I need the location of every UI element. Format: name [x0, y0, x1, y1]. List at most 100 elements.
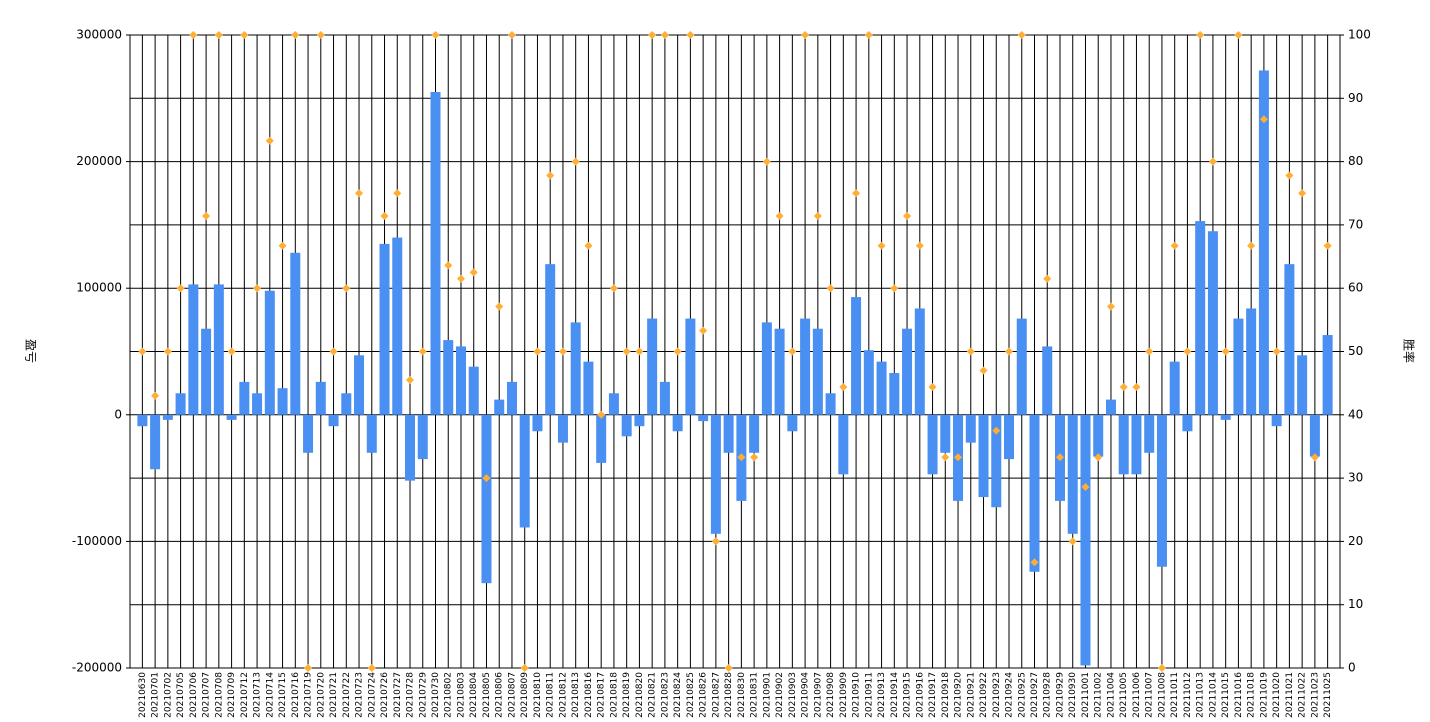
bar — [1309, 414, 1320, 457]
bar — [213, 284, 224, 415]
bar — [175, 393, 186, 415]
point — [1068, 537, 1077, 546]
x-tick-label: 20210721 — [329, 672, 339, 718]
point — [660, 31, 669, 39]
bar — [800, 318, 811, 415]
bar — [902, 328, 913, 415]
point — [163, 347, 172, 356]
bar — [481, 414, 492, 584]
point — [762, 157, 771, 166]
bar — [379, 243, 390, 415]
y2-tick-label: 90 — [1348, 91, 1363, 105]
point — [533, 347, 542, 356]
bar — [264, 290, 275, 415]
bar — [1105, 399, 1116, 415]
x-tick-label: 20210714 — [265, 672, 275, 718]
point — [750, 453, 759, 462]
point — [941, 453, 950, 462]
point — [852, 189, 861, 198]
point — [1183, 347, 1192, 356]
point — [1055, 453, 1064, 462]
x-tick-label: 20210921 — [966, 672, 976, 718]
y2-tick-label: 20 — [1348, 534, 1363, 548]
point — [711, 537, 720, 546]
bar — [698, 414, 709, 422]
x-tick-label: 20211013 — [1196, 672, 1206, 718]
x-tick-label: 20211021 — [1285, 672, 1295, 718]
x-tick-label: 20211006 — [1132, 672, 1142, 718]
point — [724, 664, 733, 672]
point — [304, 664, 313, 672]
x-tick-label: 20210819 — [622, 672, 632, 718]
bar — [1080, 414, 1091, 666]
point — [558, 347, 567, 356]
x-tick-label: 20210723 — [355, 672, 365, 718]
bar — [455, 346, 466, 415]
point — [151, 391, 160, 400]
point — [291, 31, 300, 39]
x-tick-label: 20210707 — [202, 672, 212, 718]
point — [788, 347, 797, 356]
point — [1005, 347, 1014, 356]
x-tick-label: 20210818 — [609, 672, 619, 718]
y-axis-label: 盈亏 — [24, 339, 38, 363]
y2-tick-label: 10 — [1348, 597, 1363, 611]
point — [265, 136, 274, 145]
point — [826, 284, 835, 293]
y2-tick-label: 40 — [1348, 407, 1363, 421]
point — [813, 212, 822, 221]
bar — [723, 414, 734, 453]
point — [189, 31, 198, 39]
x-tick-label: 20211016 — [1234, 672, 1244, 718]
x-tick-label: 20210917 — [928, 672, 938, 718]
x-tick-label: 20210706 — [189, 672, 199, 718]
x-tick-label: 20210909 — [839, 672, 849, 718]
point — [469, 268, 478, 277]
y2-tick-label: 0 — [1348, 661, 1356, 675]
y2-tick-label: 80 — [1348, 154, 1363, 168]
bar — [1284, 264, 1295, 415]
x-tick-label: 20210813 — [571, 672, 581, 718]
x-tick-label: 20210715 — [278, 672, 288, 718]
point — [1017, 31, 1026, 39]
x-tick-label: 20211004 — [1106, 672, 1116, 718]
point — [775, 212, 784, 221]
bar — [978, 414, 989, 498]
bar — [239, 381, 250, 415]
point — [954, 453, 963, 462]
point — [839, 382, 848, 391]
x-tick-label: 20210929 — [1055, 672, 1065, 718]
x-tick-label: 20210923 — [992, 672, 1002, 718]
bar — [1322, 335, 1333, 415]
point — [138, 347, 147, 356]
y2-axis-label: 胜率 — [1402, 339, 1417, 363]
x-tick-label: 20210724 — [367, 672, 377, 718]
point — [418, 347, 427, 356]
bar — [672, 414, 683, 432]
bar — [1182, 414, 1193, 432]
x-tick-label: 20210828 — [724, 672, 734, 718]
y2-tick-label: 100 — [1348, 28, 1371, 42]
bar — [366, 414, 377, 453]
point — [1247, 241, 1256, 250]
bar — [838, 414, 849, 475]
point — [495, 302, 504, 311]
bar — [392, 237, 403, 415]
point — [1208, 157, 1217, 166]
point — [1196, 31, 1205, 39]
bar — [277, 388, 288, 415]
point — [699, 326, 708, 335]
x-tick-label: 20210817 — [597, 672, 607, 718]
bar — [596, 414, 607, 463]
x-tick-label: 20210816 — [584, 672, 594, 718]
bar — [252, 393, 263, 415]
x-tick-label: 20211014 — [1208, 672, 1218, 718]
x-tick-label: 20210809 — [520, 672, 530, 718]
x-tick-label: 20210803 — [456, 672, 466, 718]
x-tick-label: 20210802 — [444, 672, 454, 718]
bar — [150, 414, 161, 470]
bar — [1246, 308, 1257, 415]
point — [622, 347, 631, 356]
bar — [710, 414, 721, 534]
x-tick-label: 20210730 — [431, 672, 441, 718]
